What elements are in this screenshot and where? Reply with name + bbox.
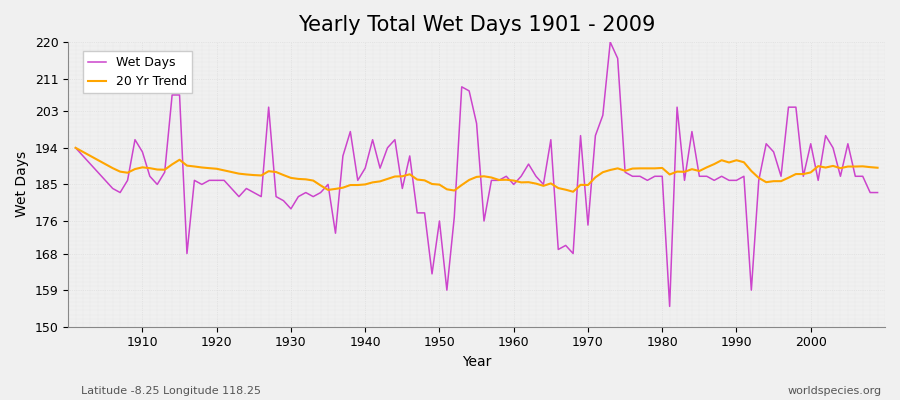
20 Yr Trend <box>872 165 883 170</box>
Line: 20 Yr Trend: 20 Yr Trend <box>76 148 878 192</box>
20 Yr Trend <box>70 146 81 150</box>
Text: Latitude -8.25 Longitude 118.25: Latitude -8.25 Longitude 118.25 <box>81 386 261 396</box>
Wet Days <box>338 154 348 158</box>
X-axis label: Year: Year <box>462 355 491 369</box>
20 Yr Trend <box>130 167 140 172</box>
20 Yr Trend <box>501 177 512 182</box>
20 Yr Trend <box>293 176 304 181</box>
Wet Days <box>501 174 512 179</box>
20 Yr Trend <box>568 189 579 194</box>
Wet Days <box>598 113 608 118</box>
Wet Days <box>130 137 140 142</box>
Wet Days <box>605 40 616 44</box>
20 Yr Trend <box>338 185 348 190</box>
Legend: Wet Days, 20 Yr Trend: Wet Days, 20 Yr Trend <box>83 51 193 94</box>
Wet Days <box>293 194 304 199</box>
Text: worldspecies.org: worldspecies.org <box>788 386 882 396</box>
Wet Days <box>508 182 519 187</box>
Wet Days <box>872 190 883 195</box>
20 Yr Trend <box>605 168 616 172</box>
Y-axis label: Wet Days: Wet Days <box>15 151 29 218</box>
Wet Days <box>664 304 675 309</box>
Wet Days <box>70 146 81 150</box>
Title: Yearly Total Wet Days 1901 - 2009: Yearly Total Wet Days 1901 - 2009 <box>298 15 655 35</box>
Line: Wet Days: Wet Days <box>76 42 878 306</box>
20 Yr Trend <box>508 178 519 183</box>
